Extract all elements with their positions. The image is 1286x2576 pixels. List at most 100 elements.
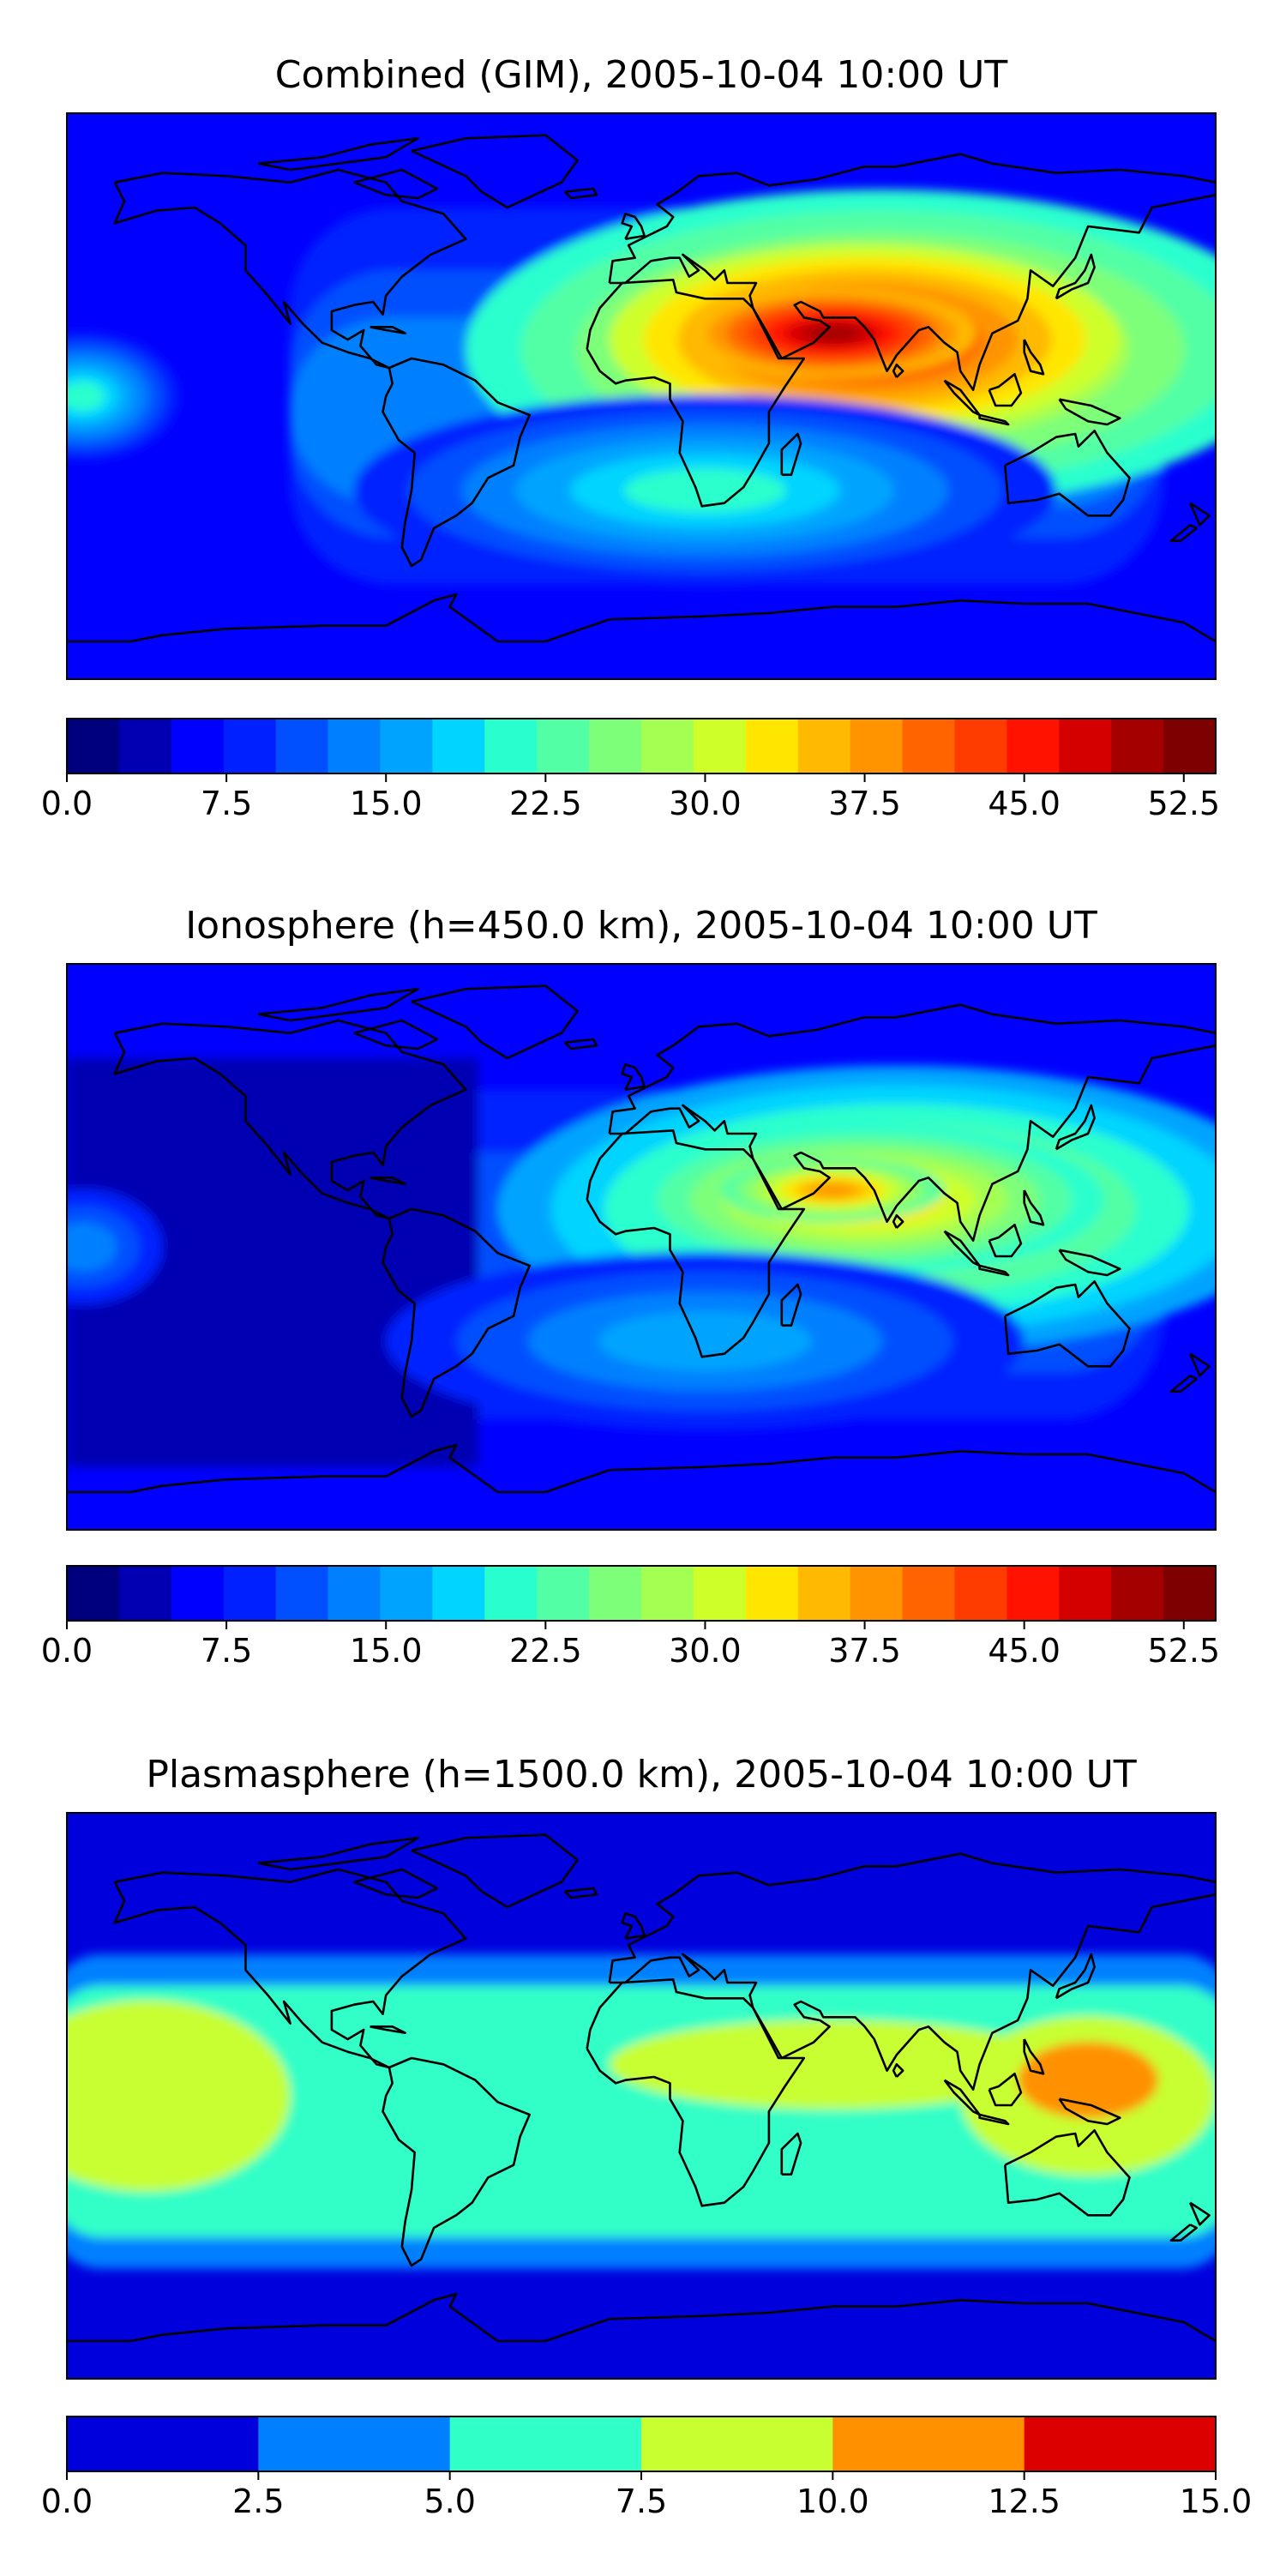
colorbar-swatch xyxy=(954,1566,1007,1621)
colorbar-tick-label: 37.5 xyxy=(828,785,901,822)
panel-title: Plasmasphere (h=1500.0 km), 2005-10-04 1… xyxy=(146,1753,1136,1797)
coastline xyxy=(411,134,579,209)
coastline xyxy=(353,168,439,200)
colorbar-frame xyxy=(66,1565,1217,1622)
colorbar: 0.0 2.5 5.0 7.5 10.0 12.5 15.0 xyxy=(41,2416,1252,2520)
field-contour xyxy=(623,468,786,513)
colorbar-swatch xyxy=(1059,719,1112,773)
colorbar-swatch xyxy=(171,719,225,773)
coastline xyxy=(1058,1249,1121,1277)
coastline xyxy=(1023,2038,1045,2075)
coastline xyxy=(1058,398,1121,426)
colorbar-swatch xyxy=(67,2417,259,2471)
coastlines xyxy=(67,134,1216,643)
coastlines xyxy=(67,984,1216,1494)
coastline xyxy=(780,432,802,476)
colorbar-swatch xyxy=(954,719,1007,773)
colorbar-tick-label: 45.0 xyxy=(988,1632,1061,1670)
coastline xyxy=(370,2025,406,2034)
colorbar-swatch xyxy=(118,1566,172,1621)
colorbar-tick-label: 7.5 xyxy=(201,1632,252,1670)
colorbar-tick-label: 22.5 xyxy=(509,785,582,822)
colorbar-swatch xyxy=(589,1566,642,1621)
coastline xyxy=(382,357,531,568)
field-contour xyxy=(67,381,105,412)
colorbar-swatch xyxy=(1163,1566,1217,1621)
colorbar-swatch xyxy=(641,1566,694,1621)
coastline xyxy=(67,1443,1216,1494)
map-field xyxy=(67,964,1216,1530)
coastline xyxy=(988,373,1023,407)
coastline xyxy=(563,187,598,200)
coastline xyxy=(113,1868,467,2069)
coastline xyxy=(1055,1953,1096,2000)
colorbar-swatch xyxy=(275,719,329,773)
coastline xyxy=(1189,1352,1211,1377)
coastlines xyxy=(67,1833,1216,2343)
coastline xyxy=(586,279,806,508)
coastline xyxy=(113,168,467,370)
coastline xyxy=(1169,1375,1198,1393)
colorbar-tick-label: 45.0 xyxy=(988,785,1061,822)
coastline xyxy=(943,379,981,417)
colorbar-swatch xyxy=(832,2417,1025,2471)
coastline xyxy=(353,1019,439,1050)
colorbar: 0.0 7.5 15.0 22.5 30.0 37.5 45.0 52.5 xyxy=(41,718,1220,822)
colorbar-tick-label: 2.5 xyxy=(232,2483,284,2520)
panel-plasmasphere: Plasmasphere (h=1500.0 km), 2005-10-04 1… xyxy=(41,1753,1253,2520)
map-frame xyxy=(66,1812,1217,2380)
coastline xyxy=(892,364,904,378)
colorbar-swatch xyxy=(328,1566,381,1621)
field-contour xyxy=(803,324,862,343)
colorbar-swatch xyxy=(67,719,120,773)
colorbar-swatch xyxy=(67,1566,120,1621)
colorbar-tick-label: 0.0 xyxy=(41,1632,93,1670)
coastline xyxy=(563,1038,598,1050)
colorbar-swatch xyxy=(797,1566,851,1621)
panel-combined: Combined (GIM), 2005-10-04 10:00 UT 0.0 7… xyxy=(41,53,1220,822)
colorbar-tick-label: 10.0 xyxy=(796,2483,869,2520)
colorbar-swatch xyxy=(223,719,277,773)
colorbar-swatch xyxy=(745,1566,799,1621)
colorbar-swatch xyxy=(380,1566,433,1621)
map-frame xyxy=(66,112,1217,680)
coastline xyxy=(780,2132,802,2176)
colorbar-swatch xyxy=(1111,1566,1164,1621)
colorbar-tick-label: 12.5 xyxy=(988,2483,1061,2520)
colorbar-swatch xyxy=(171,1566,225,1621)
map-field xyxy=(67,1813,1216,2379)
coastline xyxy=(1055,1104,1096,1151)
colorbar-tick-label: 15.0 xyxy=(350,1632,423,1670)
coastline xyxy=(258,988,419,1022)
coastline xyxy=(382,1207,531,1418)
colorbar-swatch xyxy=(484,1566,538,1621)
colorbar-swatch xyxy=(328,719,381,773)
coastline xyxy=(411,984,579,1060)
colorbar-tick-label: 52.5 xyxy=(1147,1632,1220,1670)
coastline xyxy=(978,413,1010,426)
colorbar-tick-label: 30.0 xyxy=(669,1632,742,1670)
map-field xyxy=(67,113,1216,679)
colorbar-swatch xyxy=(537,1566,590,1621)
coastline xyxy=(1023,339,1045,376)
colorbar-tick-label: 52.5 xyxy=(1147,785,1220,822)
colorbar-swatch xyxy=(693,1566,747,1621)
coastline xyxy=(67,593,1216,643)
colorbar-tick-label: 0.0 xyxy=(41,785,93,822)
colorbar-swatch xyxy=(118,719,172,773)
coastline xyxy=(1189,502,1211,527)
coastline xyxy=(608,1003,1216,1242)
coastline xyxy=(1169,524,1198,542)
coastline xyxy=(411,1833,579,1909)
field-contour xyxy=(1018,2042,1158,2119)
coastline xyxy=(1004,1280,1131,1368)
coastline xyxy=(370,1177,406,1185)
coastline xyxy=(586,1978,806,2207)
colorbar-swatch xyxy=(797,719,851,773)
coastline xyxy=(621,213,646,240)
colorbar-swatch xyxy=(432,719,485,773)
colorbar-swatch xyxy=(258,2417,451,2471)
coastline xyxy=(1055,253,1096,300)
colorbar-swatch xyxy=(745,719,799,773)
